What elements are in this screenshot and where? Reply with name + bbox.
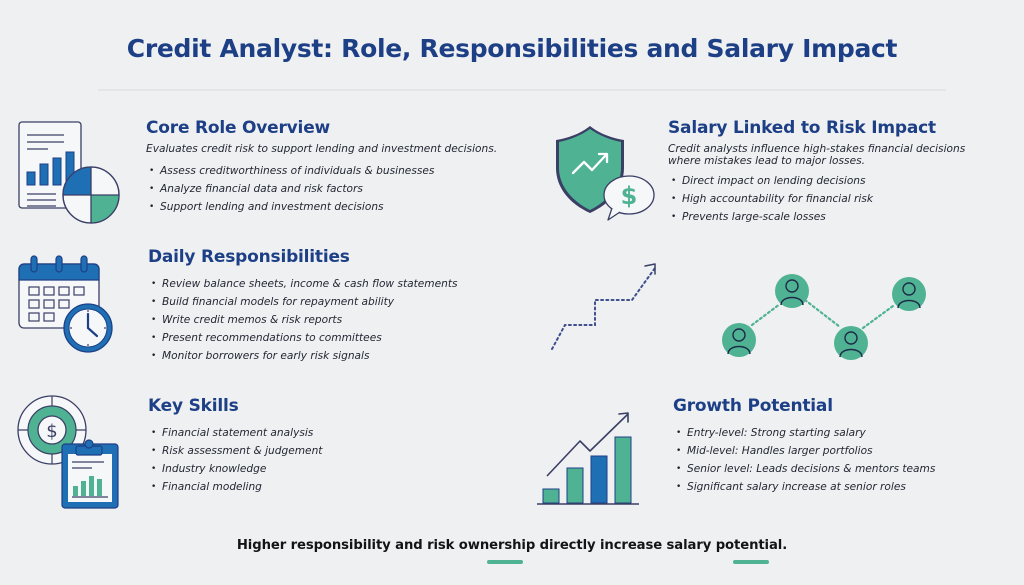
- bullet-list: Assess creditworthiness of individuals &…: [146, 162, 526, 216]
- list-item: Assess creditworthiness of individuals &…: [146, 162, 526, 180]
- section-description: Credit analysts influence high-stakes fi…: [668, 143, 1018, 167]
- list-item: Analyze financial data and risk factors: [146, 180, 526, 198]
- list-item: Mid-level: Handles larger portfolios: [673, 442, 1013, 460]
- person-node: [722, 323, 756, 357]
- section-title: Daily Responsibilities: [148, 247, 350, 267]
- person-node: [775, 274, 809, 308]
- dotted-stair-arrow-icon: [551, 263, 656, 350]
- accent-bar: [487, 560, 523, 564]
- section-title: Salary Linked to Risk Impact: [668, 118, 936, 138]
- list-item: Support lending and investment decisions: [146, 198, 526, 216]
- list-item: Entry-level: Strong starting salary: [673, 424, 1013, 442]
- coin-clipboard-icon: $: [17, 395, 119, 509]
- list-item: Senior level: Leads decisions & mentors …: [673, 460, 1013, 478]
- section-key-skills: Key Skills Financial statement analysis …: [148, 396, 488, 496]
- list-item: Build financial models for repayment abi…: [148, 293, 528, 311]
- page-title: Credit Analyst: Role, Responsibilities a…: [126, 34, 898, 63]
- description-line: where mistakes lead to major losses.: [668, 155, 865, 167]
- list-item: Significant salary increase at senior ro…: [673, 478, 1013, 496]
- section-title: Core Role Overview: [146, 118, 331, 138]
- list-item: Financial statement analysis: [148, 424, 488, 442]
- footer-tagline: Higher responsibility and risk ownership…: [236, 538, 788, 553]
- list-item: Risk assessment & judgement: [148, 442, 488, 460]
- calendar-clock-icon: [18, 255, 113, 353]
- section-core-role: Core Role Overview Evaluates credit risk…: [146, 118, 526, 216]
- list-item: Industry knowledge: [148, 460, 488, 478]
- section-description: Evaluates credit risk to support lending…: [146, 143, 498, 155]
- list-item: Direct impact on lending decisions: [668, 172, 1018, 190]
- svg-text:$: $: [621, 182, 638, 210]
- section-title: Growth Potential: [673, 396, 833, 416]
- section-title: Key Skills: [148, 396, 239, 416]
- section-salary-risk: Salary Linked to Risk Impact Credit anal…: [668, 118, 1018, 226]
- section-growth-potential: Growth Potential Entry-level: Strong sta…: [673, 396, 1013, 496]
- report-pie-chart-icon: [18, 121, 120, 224]
- list-item: Financial modeling: [148, 478, 488, 496]
- bullet-list: Direct impact on lending decisions High …: [668, 172, 1018, 226]
- description-line: Credit analysts influence high-stakes fi…: [668, 143, 966, 155]
- list-item: Prevents large-scale losses: [668, 208, 1018, 226]
- bullet-list: Financial statement analysis Risk assess…: [148, 424, 488, 496]
- bullet-list: Review balance sheets, income & cash flo…: [148, 275, 528, 365]
- list-item: Present recommendations to committees: [148, 329, 528, 347]
- bullet-list: Entry-level: Strong starting salary Mid-…: [673, 424, 1013, 496]
- list-item: High accountability for financial risk: [668, 190, 1018, 208]
- svg-text:$: $: [46, 421, 57, 442]
- shield-dollar-icon: $: [556, 126, 655, 221]
- accent-bar: [733, 560, 769, 564]
- growth-bar-chart-icon: [537, 412, 639, 505]
- section-daily-responsibilities: Daily Responsibilities Review balance sh…: [148, 247, 528, 365]
- person-node: [892, 277, 926, 311]
- person-node: [834, 326, 868, 360]
- list-item: Write credit memos & risk reports: [148, 311, 528, 329]
- title-divider: [98, 89, 946, 91]
- list-item: Monitor borrowers for early risk signals: [148, 347, 528, 365]
- list-item: Review balance sheets, income & cash flo…: [148, 275, 528, 293]
- people-network-icon: [722, 274, 926, 360]
